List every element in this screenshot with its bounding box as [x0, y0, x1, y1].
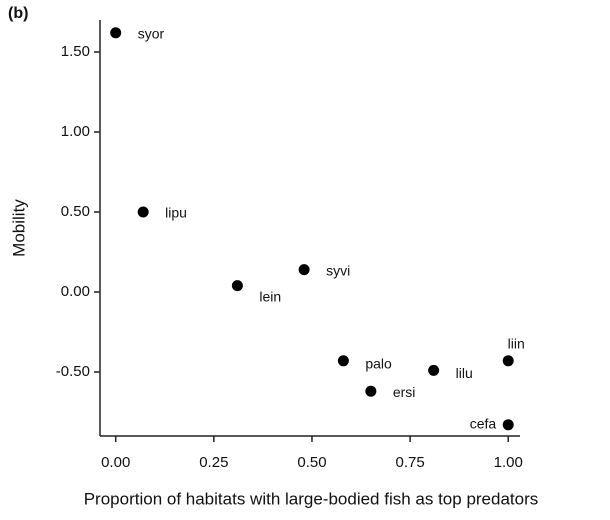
- y-axis-label: Mobility: [9, 199, 28, 257]
- point: [137, 206, 149, 218]
- y-tick-label: 1.50: [61, 43, 90, 60]
- y-tick-label: 0.50: [61, 203, 90, 220]
- x-tick-label: 0.50: [297, 454, 326, 471]
- y-tick-label: -0.50: [56, 363, 90, 380]
- point-label: syor: [138, 26, 165, 42]
- x-tick-label: 0.00: [101, 454, 130, 471]
- x-tick-label: 0.75: [395, 454, 424, 471]
- point-label: palo: [365, 356, 392, 372]
- x-tick-label: 0.25: [199, 454, 228, 471]
- point: [428, 364, 440, 376]
- point: [502, 419, 514, 431]
- point-label: lilu: [456, 365, 473, 381]
- x-tick-label: 1.00: [494, 454, 523, 471]
- point-label: cefa: [470, 416, 497, 432]
- point: [298, 264, 310, 276]
- point-label: lein: [259, 288, 281, 304]
- y-tick-label: 1.00: [61, 123, 90, 140]
- point-label: syvi: [326, 262, 350, 278]
- point-label: ersi: [393, 384, 416, 400]
- x-axis-label: Proportion of habitats with large-bodied…: [84, 489, 539, 508]
- point: [110, 27, 122, 39]
- point-label: liin: [508, 336, 525, 352]
- point: [365, 385, 377, 397]
- point: [337, 355, 349, 367]
- point-label: lipu: [165, 205, 187, 221]
- y-tick-label: 0.00: [61, 283, 90, 300]
- panel-label: (b): [8, 5, 28, 22]
- point: [231, 280, 243, 292]
- point: [502, 355, 514, 367]
